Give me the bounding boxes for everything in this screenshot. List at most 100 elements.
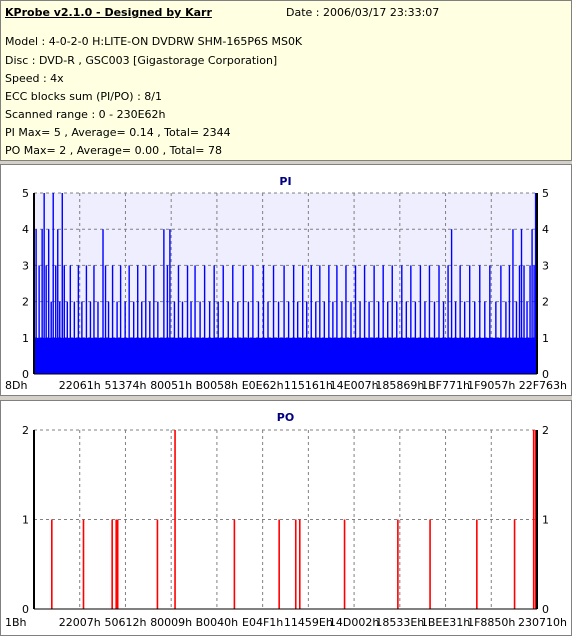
data-bar xyxy=(173,301,176,374)
data-bar xyxy=(119,265,122,374)
data-bar xyxy=(57,229,59,374)
data-bar xyxy=(47,229,50,374)
data-bar xyxy=(354,265,357,374)
data-bar xyxy=(77,265,80,374)
x-tick-label: 185869h xyxy=(375,379,424,392)
data-bar xyxy=(45,265,47,374)
x-tick-label: 22007h xyxy=(59,616,101,629)
data-bar xyxy=(387,301,389,374)
model-line: Model : 4-0-2-0 H:LITE-ON DVDRW SHM-165P… xyxy=(5,35,303,48)
data-bar xyxy=(267,301,269,374)
data-bar xyxy=(363,265,366,374)
x-tick-label: B0058h xyxy=(196,379,239,392)
x-tick-label: 1BF771h xyxy=(421,379,470,392)
data-bar xyxy=(315,301,317,374)
data-bar xyxy=(534,193,537,374)
data-bar xyxy=(107,301,110,374)
data-bar xyxy=(50,301,52,374)
data-bar xyxy=(500,265,502,374)
data-bar xyxy=(227,301,229,374)
data-bar xyxy=(272,265,275,374)
y-tick-label-left: 5 xyxy=(22,187,29,200)
data-bar xyxy=(341,301,343,374)
data-bar xyxy=(132,301,135,374)
x-tick-label: B0040h xyxy=(196,616,239,629)
disc-line: Disc : DVD-R , GSC003 [Gigastorage Corpo… xyxy=(5,54,278,67)
x-tick-label: 115161h xyxy=(284,379,333,392)
data-bar xyxy=(174,430,176,609)
pi-chart-panel: 0 0 1 1 2 2 3 3 4 4 5 5 8Dh 22061h 51374h 80051h B0058h E… xyxy=(0,164,572,396)
data-bar xyxy=(534,430,537,609)
data-bar xyxy=(59,301,61,374)
y-tick-label-right: 3 xyxy=(542,259,549,272)
y-tick-label-right: 0 xyxy=(542,368,549,381)
data-bar xyxy=(513,519,516,609)
x-tick-label: 1BEE31h xyxy=(421,616,470,629)
data-bar xyxy=(328,265,330,374)
y-tick-label-right: 1 xyxy=(542,332,549,345)
data-bar xyxy=(368,301,370,374)
data-bar xyxy=(345,265,347,374)
data-bar xyxy=(81,301,83,374)
info-panel: KProbe v2.1.0 - Designed by Karr Date : … xyxy=(0,0,572,161)
data-bar xyxy=(476,519,478,609)
data-bar xyxy=(515,301,518,374)
data-bar xyxy=(428,265,431,374)
x-tick-label: E04F1h xyxy=(242,616,283,629)
data-bar xyxy=(459,265,461,374)
data-bar xyxy=(199,301,201,374)
data-bar xyxy=(93,265,95,374)
data-bar xyxy=(153,265,155,374)
data-bar xyxy=(350,301,352,374)
x-tick-label: 50612h xyxy=(104,616,146,629)
pi-stats-line: PI Max= 5 , Average= 0.14 , Total= 2344 xyxy=(5,126,231,139)
data-bar xyxy=(157,301,159,374)
data-bar xyxy=(222,265,224,374)
data-bar xyxy=(233,519,236,609)
y-tick-label-left: 3 xyxy=(22,259,29,272)
y-tick-label-left: 4 xyxy=(22,223,29,236)
data-bar xyxy=(294,519,297,609)
data-bar xyxy=(283,265,285,374)
data-bar xyxy=(38,265,40,374)
data-bar xyxy=(433,301,436,374)
data-bar xyxy=(177,265,180,374)
data-bar xyxy=(124,301,126,374)
app-title: KProbe v2.1.0 - Designed by Karr xyxy=(5,6,212,19)
data-bar xyxy=(310,265,312,374)
data-bar xyxy=(115,519,117,609)
data-bar xyxy=(454,301,457,374)
data-bar xyxy=(116,301,118,374)
data-bar xyxy=(52,193,54,374)
data-bar xyxy=(505,301,507,374)
data-bar xyxy=(85,265,88,374)
data-bar xyxy=(73,301,76,374)
data-bar xyxy=(306,301,308,374)
data-bar xyxy=(520,229,523,374)
data-bar xyxy=(450,229,453,374)
data-bar xyxy=(533,265,535,374)
x-tick-label: 18533Eh xyxy=(375,616,424,629)
y-tick-label-right: 2 xyxy=(542,296,549,309)
x-tick-label: 80051h xyxy=(150,379,192,392)
data-bar xyxy=(232,265,234,374)
data-bar xyxy=(359,301,361,374)
y-tick-label-right: 4 xyxy=(542,223,549,236)
data-bar xyxy=(111,265,114,374)
data-bar xyxy=(55,265,57,374)
data-bar xyxy=(247,301,250,374)
data-bar xyxy=(252,265,254,374)
baseline-band xyxy=(35,337,536,374)
data-bar xyxy=(373,265,375,374)
data-bar xyxy=(332,301,334,374)
data-bar xyxy=(213,265,215,374)
x-tick-label: E0E62h xyxy=(242,379,284,392)
y-tick-label-right: 2 xyxy=(542,424,549,437)
data-bar xyxy=(512,229,514,374)
data-bar xyxy=(111,519,113,609)
y-tick-label-right: 0 xyxy=(542,603,549,616)
y-tick-label-right: 5 xyxy=(542,187,549,200)
x-tick-label: 80009h xyxy=(150,616,192,629)
data-bar xyxy=(377,301,380,374)
